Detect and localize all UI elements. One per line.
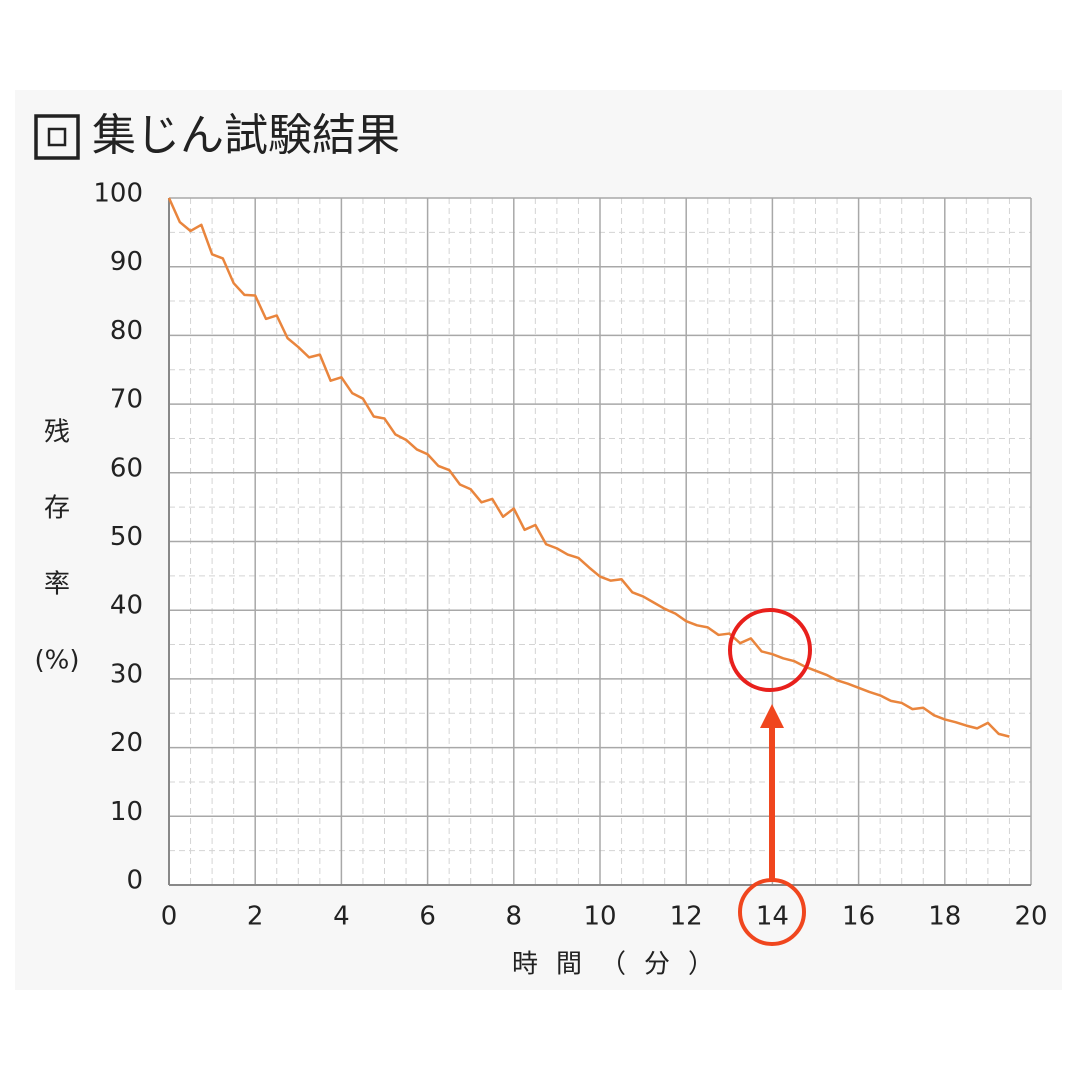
y-axis-label: 存: [44, 494, 70, 524]
title-icon: [34, 114, 80, 160]
y-tick-label: 60: [110, 453, 143, 483]
x-axis-label: 時間（分）: [512, 950, 732, 980]
y-tick-label: 0: [126, 866, 143, 896]
y-tick-label: 40: [110, 591, 143, 621]
y-axis-label: 残: [44, 418, 70, 448]
title-icon-inner: [47, 127, 67, 147]
x-tick-label: 18: [928, 902, 961, 932]
y-tick-label: 100: [93, 179, 143, 209]
y-tick-label: 50: [110, 522, 143, 552]
x-tick-label: 8: [506, 902, 523, 932]
x-tick-label: 16: [842, 902, 875, 932]
x-tick-label: 0: [161, 902, 178, 932]
data-line: [167, 197, 1010, 738]
y-tick-label: 70: [110, 385, 143, 415]
x-tick-label: 20: [1014, 902, 1047, 932]
y-axis-label: 率: [44, 570, 70, 600]
highlight-circle: [728, 608, 812, 692]
x-tick-label: 12: [670, 902, 703, 932]
x-tick-label: 6: [419, 902, 436, 932]
arrow-head: [760, 704, 784, 728]
grid: [168, 197, 1032, 886]
y-tick-label: 10: [110, 797, 143, 827]
x-tick-label: 4: [333, 902, 350, 932]
chart-title: 集じん試験結果: [92, 110, 400, 161]
y-tick-label: 90: [110, 247, 143, 277]
y-tick-label: 20: [110, 728, 143, 758]
y-tick-label: 30: [110, 659, 143, 689]
y-axis-label: (%): [35, 646, 80, 676]
x-tick-label: 2: [247, 902, 264, 932]
x-tick-label: 10: [583, 902, 616, 932]
x-tick-label: 14: [756, 902, 789, 932]
y-tick-label: 80: [110, 316, 143, 346]
marks: [167, 197, 1010, 738]
